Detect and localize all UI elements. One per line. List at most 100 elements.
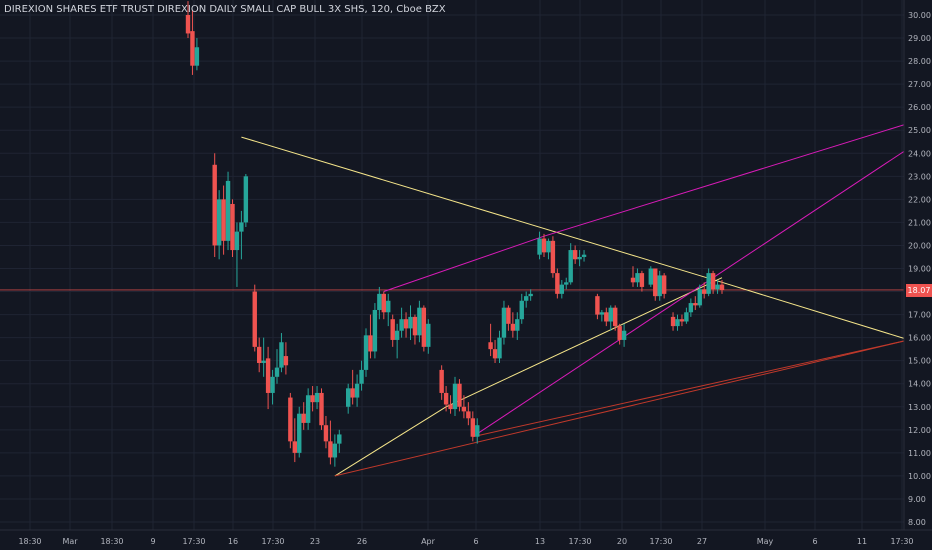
candle[interactable] — [519, 293, 524, 324]
candle[interactable] — [497, 330, 502, 363]
candle[interactable] — [185, 1, 191, 39]
candle[interactable] — [421, 305, 427, 352]
candle[interactable] — [670, 312, 676, 331]
candle[interactable] — [288, 392, 293, 449]
candle[interactable] — [261, 337, 266, 377]
candle[interactable] — [537, 231, 542, 260]
candle[interactable] — [524, 291, 529, 308]
candle[interactable] — [528, 289, 533, 301]
candle[interactable] — [394, 323, 400, 359]
candle[interactable] — [688, 298, 694, 317]
candle[interactable] — [684, 307, 689, 324]
candle[interactable] — [657, 270, 662, 301]
candle[interactable] — [350, 369, 355, 405]
candle[interactable] — [363, 328, 369, 377]
candle[interactable] — [190, 10, 195, 75]
candle[interactable] — [292, 418, 297, 463]
candle[interactable] — [323, 415, 329, 449]
candle[interactable] — [297, 406, 302, 458]
candle[interactable] — [613, 305, 618, 331]
candle[interactable] — [506, 305, 511, 331]
candle[interactable] — [501, 300, 507, 345]
candle[interactable] — [635, 268, 640, 287]
candle[interactable] — [466, 402, 471, 426]
candle[interactable] — [412, 314, 418, 345]
candle[interactable] — [443, 386, 449, 412]
candle[interactable] — [301, 402, 306, 430]
candle[interactable] — [564, 277, 569, 290]
candle[interactable] — [719, 280, 725, 294]
candle[interactable] — [408, 305, 413, 340]
candle[interactable] — [604, 307, 609, 327]
candle[interactable] — [617, 323, 622, 345]
candle[interactable] — [283, 342, 289, 375]
candle[interactable] — [377, 286, 382, 320]
time-axis[interactable]: 18:30 Mar 18:30 9 17:30 16 17:30 23 26 Apr 6 13 17:3… — [0, 529, 932, 550]
candle[interactable] — [257, 337, 262, 373]
candle[interactable] — [368, 314, 373, 359]
candle[interactable] — [470, 411, 475, 442]
candle[interactable] — [572, 245, 578, 264]
candle[interactable] — [475, 418, 480, 444]
candle[interactable] — [630, 266, 636, 287]
candle[interactable] — [693, 296, 698, 310]
candle[interactable] — [372, 303, 378, 359]
candle[interactable] — [239, 210, 244, 260]
candles[interactable] — [185, 1, 725, 467]
candle[interactable] — [319, 388, 324, 430]
candle[interactable] — [710, 270, 716, 294]
candle[interactable] — [381, 291, 386, 320]
candle[interactable] — [510, 312, 516, 338]
candle[interactable] — [559, 280, 564, 299]
candle[interactable] — [648, 266, 653, 287]
candle[interactable] — [639, 270, 645, 292]
candle[interactable] — [697, 284, 702, 308]
candle[interactable] — [252, 284, 257, 352]
candle[interactable] — [706, 268, 711, 297]
candle[interactable] — [390, 314, 395, 347]
candle[interactable] — [337, 429, 342, 453]
price-axis[interactable]: 8.00 9.00 10.00 11.00 12.00 13.00 14.00 15.00 16… — [903, 0, 932, 550]
candle[interactable] — [194, 38, 200, 71]
candle[interactable] — [581, 250, 587, 262]
trendlines[interactable] — [241, 110, 932, 477]
candle[interactable] — [332, 434, 338, 467]
candle[interactable] — [577, 250, 582, 267]
candle[interactable] — [439, 365, 444, 400]
candle[interactable] — [274, 349, 280, 384]
candle[interactable] — [550, 236, 556, 278]
candle[interactable] — [452, 376, 458, 416]
candle[interactable] — [702, 282, 707, 299]
candle[interactable] — [279, 333, 284, 373]
candle[interactable] — [492, 339, 498, 363]
candle[interactable] — [621, 323, 627, 347]
candle[interactable] — [461, 395, 467, 419]
candle[interactable] — [595, 293, 600, 320]
candle[interactable] — [212, 153, 217, 257]
candle[interactable] — [354, 374, 360, 407]
candle[interactable] — [457, 379, 462, 412]
candle[interactable] — [225, 171, 231, 251]
candle[interactable] — [265, 346, 271, 410]
candle[interactable] — [417, 300, 422, 343]
candle[interactable] — [608, 305, 613, 331]
candle[interactable] — [328, 420, 333, 465]
candle[interactable] — [515, 312, 520, 340]
candle[interactable] — [546, 238, 551, 260]
candle[interactable] — [243, 174, 249, 228]
candle[interactable] — [305, 388, 311, 430]
candle[interactable] — [488, 323, 493, 357]
candle[interactable] — [555, 268, 560, 299]
candle[interactable] — [675, 314, 680, 331]
candle[interactable] — [270, 369, 275, 405]
candle[interactable] — [230, 199, 235, 257]
candle[interactable] — [568, 243, 573, 285]
candle[interactable] — [234, 222, 240, 287]
candle[interactable] — [221, 185, 226, 255]
candle[interactable] — [310, 386, 315, 412]
candle[interactable] — [359, 360, 364, 391]
candle[interactable] — [541, 233, 547, 257]
candle[interactable] — [426, 319, 431, 354]
